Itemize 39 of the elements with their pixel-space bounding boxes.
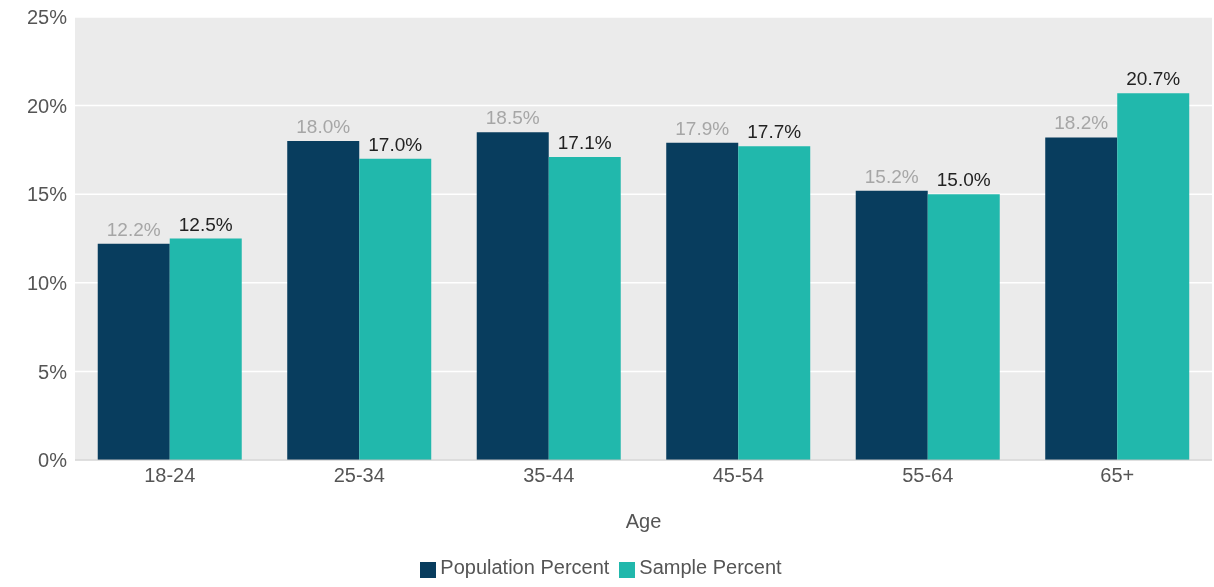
bar: [1045, 137, 1118, 460]
x-tick-label: 45-54: [712, 464, 764, 487]
bar: [855, 190, 928, 460]
legend-label: Population Percent: [440, 556, 610, 578]
data-label: 15.0%: [936, 169, 991, 191]
x-tick-label: 25-34: [333, 464, 385, 487]
x-tick-label: 65+: [1100, 464, 1135, 487]
data-label: 18.5%: [485, 107, 540, 129]
data-label: 17.1%: [557, 131, 612, 153]
bar: [359, 158, 432, 460]
bar: [927, 194, 1000, 460]
bar: [548, 156, 621, 460]
x-tick-label: 35-44: [523, 464, 575, 487]
y-tick-label: 20%: [26, 94, 68, 117]
y-tick-label: 10%: [26, 271, 68, 294]
data-label: 20.7%: [1126, 68, 1181, 90]
data-label: 12.2%: [106, 218, 161, 240]
data-label: 18.0%: [296, 116, 351, 138]
data-label: 15.2%: [864, 165, 919, 187]
bar: [97, 243, 170, 460]
data-label: 18.2%: [1054, 112, 1109, 134]
bar: [287, 141, 360, 460]
bar: [738, 146, 811, 460]
y-tick-label: 15%: [26, 183, 68, 206]
x-tick-label: 55-64: [902, 464, 954, 487]
bar: [476, 132, 549, 460]
bar: [169, 238, 242, 460]
y-tick-label: 25%: [26, 6, 68, 29]
x-axis-title: Age: [625, 510, 662, 532]
x-tick-label: 18-24: [144, 464, 196, 487]
y-tick-label: 5%: [38, 360, 68, 383]
legend-label: Sample Percent: [639, 556, 782, 578]
bar: [1117, 93, 1190, 460]
data-label: 17.7%: [747, 121, 802, 143]
data-label: 17.0%: [368, 133, 423, 155]
data-label: 17.9%: [675, 117, 730, 139]
bar: [666, 142, 739, 460]
data-label: 12.5%: [178, 213, 233, 235]
y-tick-label: 0%: [38, 449, 68, 472]
